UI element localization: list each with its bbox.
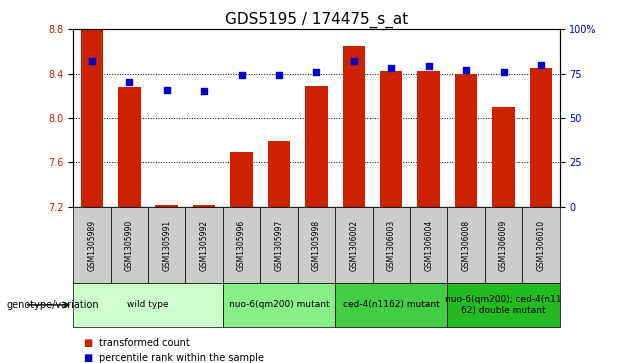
Bar — [447, 207, 485, 283]
Bar — [81, 29, 103, 207]
Bar — [380, 71, 403, 207]
Bar — [530, 68, 552, 207]
Bar — [223, 283, 335, 327]
Bar — [522, 207, 560, 283]
Bar — [155, 205, 178, 207]
Text: GSM1305990: GSM1305990 — [125, 219, 134, 271]
Bar — [335, 207, 373, 283]
Bar — [410, 207, 447, 283]
Bar — [73, 283, 223, 327]
Point — [461, 67, 471, 73]
Point — [162, 87, 172, 93]
Bar — [193, 205, 216, 207]
Text: GSM1306003: GSM1306003 — [387, 219, 396, 271]
Text: genotype/variation: genotype/variation — [6, 300, 99, 310]
Text: GSM1305996: GSM1305996 — [237, 219, 246, 271]
Bar — [492, 107, 515, 207]
Bar — [447, 283, 560, 327]
Text: GSM1305991: GSM1305991 — [162, 220, 171, 270]
Point — [124, 79, 134, 85]
Bar — [118, 87, 141, 207]
Text: ■: ■ — [83, 338, 92, 348]
Bar — [148, 207, 186, 283]
Bar — [343, 46, 365, 207]
Text: GSM1306009: GSM1306009 — [499, 219, 508, 271]
Point — [386, 65, 396, 71]
Bar — [305, 86, 328, 207]
Text: GSM1305992: GSM1305992 — [200, 220, 209, 270]
Bar — [230, 152, 252, 207]
Point — [86, 58, 97, 64]
Text: GSM1306010: GSM1306010 — [537, 220, 546, 270]
Bar — [373, 207, 410, 283]
Text: GSM1306002: GSM1306002 — [349, 220, 358, 270]
Bar — [417, 71, 440, 207]
Bar — [335, 283, 447, 327]
Text: nuo-6(qm200); ced-4(n11
62) double mutant: nuo-6(qm200); ced-4(n11 62) double mutan… — [445, 295, 562, 315]
Point — [199, 88, 209, 94]
Bar — [111, 207, 148, 283]
Bar — [223, 207, 260, 283]
Text: percentile rank within the sample: percentile rank within the sample — [99, 352, 263, 363]
Text: ced-4(n1162) mutant: ced-4(n1162) mutant — [343, 301, 439, 309]
Point — [312, 69, 321, 75]
Bar — [73, 207, 111, 283]
Point — [237, 72, 247, 78]
Bar — [186, 207, 223, 283]
Bar — [298, 207, 335, 283]
Bar — [260, 207, 298, 283]
Title: GDS5195 / 174475_s_at: GDS5195 / 174475_s_at — [225, 12, 408, 28]
Text: GSM1306004: GSM1306004 — [424, 219, 433, 271]
Text: GSM1305989: GSM1305989 — [87, 220, 96, 270]
Point — [424, 64, 434, 69]
Bar — [485, 207, 522, 283]
Point — [499, 69, 509, 75]
Bar — [455, 73, 478, 207]
Bar — [268, 141, 290, 207]
Point — [536, 62, 546, 68]
Point — [274, 72, 284, 78]
Text: ■: ■ — [83, 352, 92, 363]
Text: wild type: wild type — [127, 301, 169, 309]
Text: transformed count: transformed count — [99, 338, 190, 348]
Text: GSM1306008: GSM1306008 — [462, 220, 471, 270]
Text: GSM1305997: GSM1305997 — [275, 219, 284, 271]
Text: GSM1305998: GSM1305998 — [312, 220, 321, 270]
Point — [349, 58, 359, 64]
Text: nuo-6(qm200) mutant: nuo-6(qm200) mutant — [229, 301, 329, 309]
